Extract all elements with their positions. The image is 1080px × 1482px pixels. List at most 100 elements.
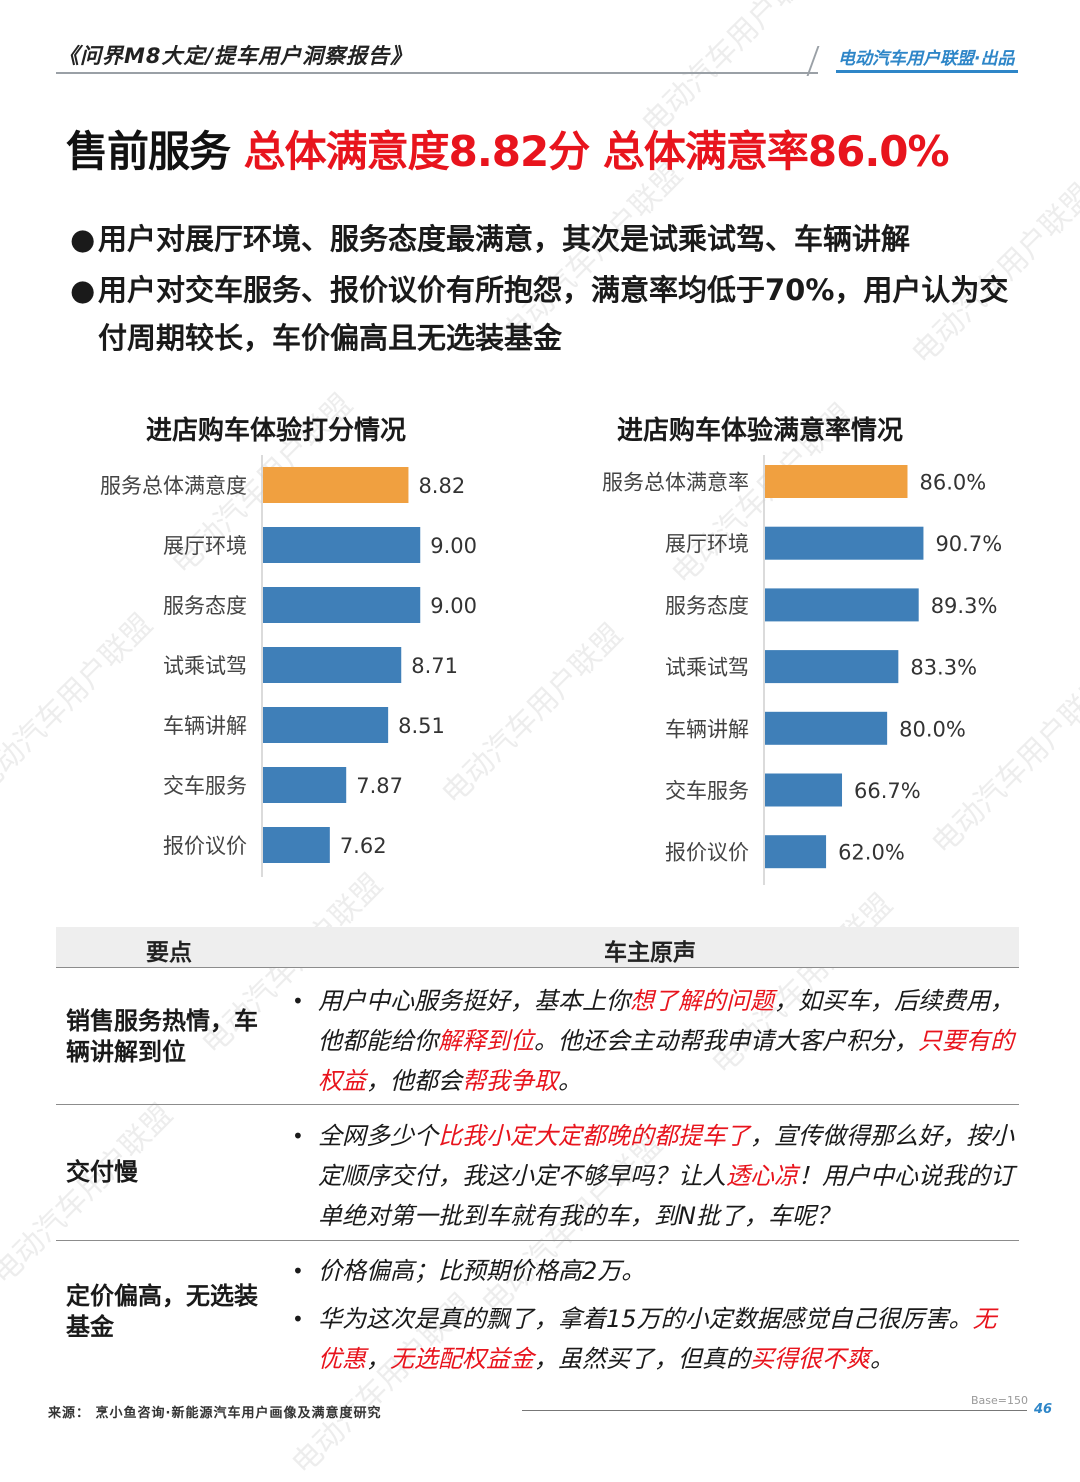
row-key: 定价偏高，无选装基金 [66,1282,258,1341]
quote-highlight: 只要有的权益 [318,1027,1014,1095]
watermark: 电动汽车用户联盟 [0,1097,180,1292]
source-note: 来源： 烹小鱼咨询·新能源汽车用户画像及满意度研究 [48,1406,382,1421]
value-label: 80.0% [899,717,966,741]
value-label: 8.82 [418,474,465,498]
table-divider [56,967,1019,968]
category-label: 车辆讲解 [665,717,749,741]
row-quotes: • 全网多少个比我小定大定都晚的都提车了，宣传做得那么好，按小定顺序交付，我这小定… [292,1116,1016,1236]
quote-text: ，宣传做得那么好，按小定顺序交付，我这小定不够早吗？让人 [318,1122,1014,1190]
summary-bullet: ● 用户对展厅环境、服务态度最满意，其次是试乘试驾、车辆讲解 [70,215,1030,263]
category-label: 试乘试驾 [163,654,247,678]
col-quote-header: 车主原声 [604,940,696,966]
row-quotes: • 价格偏高；比预期价格高2万。 • 华为这次是真的飘了，拿着15万的小定数据感觉自己… [292,1251,1016,1379]
row-key: 交付慢 [66,1158,138,1186]
bar [263,827,330,863]
row-quotes: • 用户中心服务挺好，基本上你想了解的问题，如买车，后续费用，他都能给你解释到位。… [292,981,1016,1101]
bar [765,465,908,498]
base-note: Base=150 [971,1394,1028,1407]
brand-label: 电动汽车用户联盟·出品 [838,49,1015,69]
bar [765,588,919,622]
row-key: 销售服务热情，车辆讲解到位 [66,1007,258,1066]
category-label: 报价议价 [665,841,749,865]
quote-text: 。他还会主动帮我申请大客户积分， [534,1027,918,1055]
bar [263,527,421,563]
quote-bullet: • [292,1124,304,1148]
quote-highlight: 买得很不爽 [750,1345,870,1373]
chart-score-title: 进店购车体验打分情况 [146,416,407,446]
value-label: 66.7% [854,779,921,803]
category-label: 交车服务 [665,779,749,803]
summary-bullet-text: 用户对交车服务、报价议价有所抱怨，满意率均低于70%，用户认为交付周期较长，车价… [98,273,1009,355]
headline-topic: 售前服务 [66,127,244,176]
quote-bullet: • [292,1307,304,1331]
bar [765,650,899,684]
page-number: 46 [1034,1402,1053,1417]
value-label: 8.51 [398,714,445,738]
bar [263,647,402,683]
score-bar-chart: 服务总体满意度 8.82 展厅环境 9.00 服务态度 9.00 试乘试驾 8.71 车辆讲解 8… [100,455,477,877]
quote-text: ！用户中心说我的订单绝对第一批到车就有我的车，到N批了，车呢？ [318,1162,1014,1230]
category-label: 报价议价 [163,834,247,858]
value-label: 89.3% [931,594,998,618]
quote-text: 。 [870,1345,894,1373]
table-divider [56,1240,1019,1241]
value-label: 9.00 [430,534,477,558]
quote-text: 价格偏高；比预期价格高2万。 [318,1257,646,1285]
report-title: 《问界M8大定/提车用户洞察报告》 [58,44,413,68]
value-label: 86.0% [920,471,987,495]
value-label: 7.62 [340,834,387,858]
bar [263,467,409,503]
quote-text: 用户中心服务挺好，基本上你 [318,987,630,1015]
bar [263,587,421,623]
category-label: 服务态度 [163,594,247,618]
value-label: 9.00 [430,594,477,618]
summary-bullet: ● 用户对交车服务、报价议价有所抱怨，满意率均低于70%，用户认为交付周期较长，… [70,266,1030,362]
col-key-header: 要点 [146,940,192,966]
category-label: 展厅环境 [163,534,247,558]
bullet-dot: ● [70,222,96,256]
value-label: 7.87 [356,774,403,798]
owner-quote: • 华为这次是真的飘了，拿着15万的小定数据感觉自己很厉害。无优惠，无选配权益金，… [292,1299,1016,1379]
category-label: 交车服务 [163,774,247,798]
quote-highlight: 解释到位 [438,1027,534,1055]
owner-quote: • 全网多少个比我小定大定都晚的都提车了，宣传做得那么好，按小定顺序交付，我这小定… [292,1116,1016,1236]
footer-divider [522,1410,1027,1411]
table-divider [56,1104,1019,1105]
quote-text: 全网多少个 [318,1122,438,1150]
quote-highlight: 想了解的问题 [630,987,774,1015]
quote-text: ，虽然买了，但真的 [534,1345,750,1373]
bar [765,835,827,869]
value-label: 62.0% [838,841,905,865]
bar [765,773,843,807]
quote-text: ，如买车，后续费用，他都能给你 [318,987,1014,1055]
quote-bullet: • [292,989,304,1013]
summary-bullets: ● 用户对展厅环境、服务态度最满意，其次是试乘试驾、车辆讲解 ● 用户对交车服务… [70,215,1030,365]
quote-text: 。 [558,1067,582,1095]
category-label: 车辆讲解 [163,714,247,738]
value-label: 83.3% [910,656,977,680]
header-divider [56,72,818,74]
brand-underline [836,70,1018,73]
owner-quote: • 用户中心服务挺好，基本上你想了解的问题，如买车，后续费用，他都能给你解释到位。… [292,981,1016,1101]
headline-metrics: 总体满意度8.82分 总体满意率86.0% [243,127,950,176]
category-label: 试乘试驾 [665,656,749,680]
quote-highlight: 无选配权益金 [390,1345,534,1373]
bullet-dot: ● [70,273,96,307]
quote-bullet: • [292,1259,304,1283]
owner-quote: • 价格偏高；比预期价格高2万。 [292,1251,1016,1291]
value-label: 8.71 [411,654,458,678]
quote-text: 华为这次是真的飘了，拿着15万的小定数据感觉自己很厉害。 [318,1305,973,1333]
bar [765,526,924,560]
category-label: 服务总体满意度 [100,474,247,498]
quote-text: ，他都会 [366,1067,462,1095]
quote-highlight: 透心凉 [726,1162,798,1190]
summary-bullet-text: 用户对展厅环境、服务态度最满意，其次是试乘试驾、车辆讲解 [98,222,911,256]
quote-text: ， [366,1345,390,1373]
bar [263,707,389,743]
bar [263,767,347,803]
bar [765,711,888,745]
category-label: 服务总体满意率 [602,471,749,495]
chart-rate-title: 进店购车体验满意率情况 [617,416,904,446]
category-label: 服务态度 [665,594,749,618]
page-headline: 售前服务 总体满意度8.82分 总体满意率86.0% [66,118,950,179]
